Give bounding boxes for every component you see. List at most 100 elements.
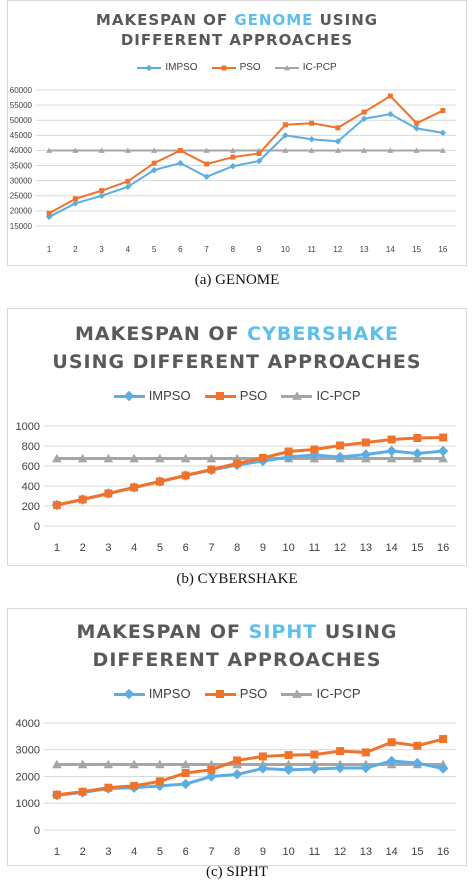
chart-panel-sipht: MAKESPAN OF SIPHT USING DIFFERENT APPROA… (0, 608, 474, 884)
data-point-pso (233, 459, 242, 468)
data-point-impso (360, 115, 368, 122)
data-point-impso (334, 451, 346, 463)
data-point-pso (387, 435, 396, 444)
x-tick-label: 10 (281, 245, 290, 254)
legend-swatch (281, 389, 313, 402)
x-tick-label: 8 (234, 542, 240, 554)
x-tick-label: 8 (231, 245, 236, 254)
y-tick-label: 50000 (10, 116, 33, 125)
data-point-impso (437, 445, 449, 457)
data-point-pso (336, 747, 345, 756)
x-tick-label: 2 (80, 846, 86, 858)
data-point-ic-pcp (52, 759, 62, 769)
x-tick-label: 6 (178, 245, 183, 254)
data-point-pso (130, 781, 139, 790)
legend-item-impso: IMPSO (137, 62, 198, 73)
y-tick-label: 20000 (10, 207, 33, 216)
data-point-pso (52, 790, 61, 799)
x-tick-label: 12 (334, 542, 346, 554)
data-point-impso (177, 159, 184, 167)
title-highlight: SIPHT (248, 621, 318, 643)
data-point-ic-pcp (103, 453, 114, 463)
data-point-ic-pcp (46, 147, 53, 153)
data-point-ic-pcp (229, 147, 236, 153)
x-tick-label: 5 (157, 846, 163, 858)
x-tick-label: 7 (208, 846, 214, 858)
x-tick-label: 8 (234, 846, 240, 858)
x-tick-label: 11 (309, 846, 320, 858)
data-point-ic-pcp (52, 453, 62, 463)
data-point-impso (231, 769, 243, 780)
legend-label: IMPSO (165, 62, 198, 73)
x-tick-label: 7 (204, 245, 209, 254)
data-point-pso (387, 93, 393, 99)
y-tick-label: 4000 (16, 718, 40, 730)
data-point-pso (309, 120, 315, 126)
data-point-impso (124, 183, 132, 190)
x-tick-label: 1 (47, 245, 52, 254)
x-tick-label: 12 (334, 846, 346, 858)
legend-item-ic-pcp: IC-PCP (274, 62, 337, 73)
x-tick-label: 1 (54, 542, 60, 554)
legend-label: IC-PCP (316, 388, 361, 403)
data-point-pso (230, 154, 236, 160)
data-point-ic-pcp (439, 147, 446, 153)
legend-swatch (204, 687, 236, 700)
y-tick-label: 35000 (10, 161, 33, 170)
x-tick-label: 3 (105, 846, 111, 858)
legend-item-pso: PSO (204, 686, 267, 701)
y-tick-label: 400 (22, 481, 40, 493)
chart-title: MAKESPAN OF GENOME USING DIFFERENT APPRO… (0, 10, 474, 50)
y-tick-label: 55000 (10, 101, 33, 110)
legend-item-pso: PSO (211, 62, 261, 73)
x-tick-label: 4 (126, 245, 131, 254)
legend-item-ic-pcp: IC-PCP (281, 388, 361, 403)
x-tick-label: 16 (438, 245, 447, 254)
x-tick-label: 3 (99, 245, 104, 254)
title-part-3: USING DIFFERENT APPROACHES (92, 621, 398, 671)
data-point-pso (361, 438, 370, 447)
series-line-impso (48, 113, 444, 218)
x-tick-label: 9 (257, 245, 262, 254)
data-point-pso (439, 735, 448, 744)
data-point-impso (386, 445, 397, 457)
data-point-impso (439, 129, 447, 137)
x-tick-label: 5 (152, 245, 157, 254)
legend-swatch (281, 687, 313, 700)
x-tick-label: 12 (333, 245, 342, 254)
x-tick-label: 13 (360, 846, 372, 858)
x-tick-label: 1 (54, 846, 60, 858)
data-point-pso (104, 783, 113, 792)
y-tick-label: 2000 (16, 771, 40, 783)
data-point-ic-pcp (155, 759, 165, 769)
y-tick-label: 1000 (16, 798, 40, 810)
data-point-impso (413, 125, 420, 132)
data-point-ic-pcp (103, 759, 114, 769)
chart-panel-cybershake: MAKESPAN OF CYBERSHAKE USING DIFFERENT A… (0, 308, 474, 598)
x-tick-label: 4 (131, 846, 137, 858)
data-point-pso (72, 196, 78, 202)
data-point-impso (334, 762, 346, 774)
chart-caption: (a) GENOME (194, 272, 280, 288)
legend-swatch (113, 389, 145, 402)
data-point-pso (413, 741, 422, 750)
legend-label: IC-PCP (316, 686, 361, 701)
chart-caption: (c) SIPHT (205, 864, 269, 880)
legend-item-impso: IMPSO (113, 388, 191, 403)
data-point-ic-pcp (72, 147, 79, 153)
legend-swatch (137, 63, 162, 73)
data-point-impso (206, 771, 217, 782)
chart-title: MAKESPAN OF SIPHT USING DIFFERENT APPROA… (0, 618, 474, 674)
data-point-impso (308, 136, 315, 143)
x-tick-label: 14 (386, 245, 395, 254)
data-point-impso (386, 755, 397, 767)
title-highlight: CYBERSHAKE (247, 323, 399, 345)
data-point-pso (104, 489, 113, 498)
y-tick-label: 3000 (16, 745, 40, 757)
x-tick-label: 6 (183, 542, 189, 554)
legend-swatch (113, 687, 145, 700)
data-point-impso (98, 192, 105, 200)
y-tick-label: 200 (22, 501, 40, 513)
x-tick-label: 14 (386, 846, 398, 858)
